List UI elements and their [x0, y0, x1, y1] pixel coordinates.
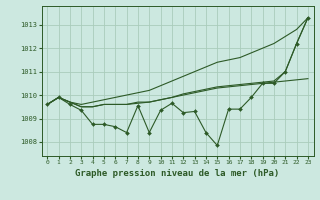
X-axis label: Graphe pression niveau de la mer (hPa): Graphe pression niveau de la mer (hPa) [76, 169, 280, 178]
